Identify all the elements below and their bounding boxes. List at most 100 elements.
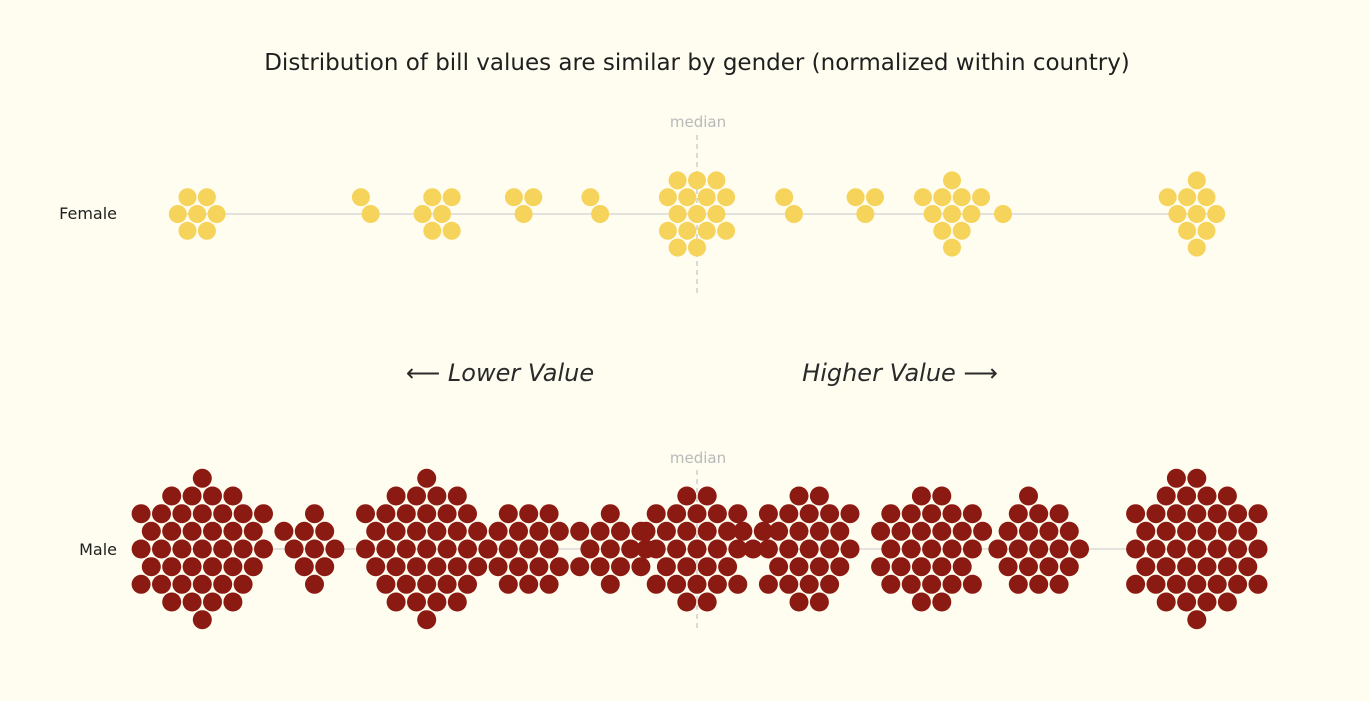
male-dot-0-38 [192,610,212,630]
male-dot-11-36 [1248,539,1268,559]
male-dot-2-23 [376,504,396,524]
female-dot-7-0 [856,205,875,223]
male-dot-8-5 [779,539,799,559]
male-dot-0-2 [203,521,222,541]
male-dot-6-24 [728,504,748,524]
female-dot-5-14 [707,171,726,190]
male-dot-0-7 [192,504,212,524]
male-dot-0-36 [254,539,273,559]
male-dot-9-1 [911,521,931,541]
female-dot-10-7 [1187,171,1206,190]
male-dot-2-34 [447,592,467,612]
male-dot-10-7 [1029,504,1049,524]
female-dot-9-0 [994,205,1012,223]
male-dot-4-6 [621,539,641,559]
male-dot-3-3 [509,557,528,577]
male-dot-0-22 [203,592,222,612]
male-dot-9-29 [871,557,891,577]
female-dot-10-9 [1158,188,1177,207]
male-median-label: median [670,449,726,467]
male-dot-9-19 [911,486,931,506]
male-dots [131,468,1268,630]
male-dot-10-15 [1008,574,1028,594]
male-dot-3-12 [549,557,569,577]
male-dot-0-30 [243,557,263,577]
male-dot-8-4 [809,557,829,577]
female-dot-10-3 [1178,221,1197,240]
male-dot-0-41 [131,574,151,594]
male-dot-9-24 [962,504,982,524]
male-dot-8-19 [789,486,809,506]
male-dot-10-6 [1049,539,1069,559]
female-dot-0-5 [168,205,187,223]
male-dot-8-0 [799,539,819,559]
male-dot-6-15 [667,574,687,594]
male-dot-11-11 [1156,557,1176,577]
male-dot-3-8 [519,574,539,594]
male-dot-9-11 [891,557,911,577]
female-dot-5-9 [658,188,677,207]
male-dot-8-14 [820,504,840,524]
female-dot-8-6 [962,205,981,223]
female-dot-0-4 [197,221,216,240]
male-dot-3-0 [519,539,539,559]
male-dot-9-27 [871,521,891,541]
male-dot-9-7 [922,504,942,524]
male-dot-3-13 [498,504,518,524]
male-dot-8-18 [840,539,860,559]
male-dot-11-0 [1187,539,1207,559]
male-dot-6-22 [697,592,717,612]
male-dot-10-4 [1039,557,1059,577]
male-dot-11-22 [1197,592,1217,612]
female-dot-8-9 [913,188,932,207]
female-dot-10-1 [1178,188,1197,207]
male-dot-3-9 [488,521,508,541]
male-dot-2-9 [386,521,406,541]
male-dot-11-33 [1156,592,1176,612]
male-row-label: Male [79,540,117,559]
female-dot-7-2 [866,188,884,207]
male-dot-1-1 [294,521,314,541]
male-dot-4-8 [600,574,620,594]
male-dot-11-28 [1238,521,1258,541]
female-dot-2-0 [433,205,451,223]
male-dot-6-4 [697,557,717,577]
male-dot-11-7 [1187,504,1207,524]
male-dot-0-12 [223,557,243,577]
male-dot-11-1 [1177,521,1197,541]
male-dot-8-8 [799,574,819,594]
male-dot-0-27 [141,521,161,541]
male-dot-0-37 [192,468,212,488]
female-dot-5-12 [717,221,736,240]
male-dot-9-15 [901,574,921,594]
male-dot-11-5 [1166,539,1186,559]
male-dot-0-32 [223,486,243,506]
female-dot-7-1 [846,188,865,207]
male-dot-0-35 [131,539,151,559]
male-dot-11-20 [1197,486,1217,506]
male-dot-0-18 [233,539,253,559]
female-dot-3-0 [514,205,533,223]
female-dot-10-4 [1197,221,1216,240]
male-dot-3-11 [488,557,508,577]
male-dot-11-2 [1197,521,1217,541]
male-dot-8-9 [769,521,789,541]
male-dot-3-17 [478,539,498,559]
female-dot-3-2 [524,188,543,207]
male-dot-3-1 [509,521,528,541]
male-dot-9-3 [911,557,931,577]
male-dot-6-12 [718,557,738,577]
male-dot-4-2 [611,521,630,541]
male-dot-11-18 [1228,539,1248,559]
male-dot-2-28 [468,521,488,541]
male-dot-1-6 [325,539,345,559]
male-dot-0-34 [223,592,243,612]
male-dot-9-6 [942,539,962,559]
male-dot-8-2 [809,521,829,541]
male-dot-2-2 [427,521,447,541]
male-dot-0-29 [141,557,161,577]
male-dot-0-10 [223,521,243,541]
male-dot-6-23 [646,504,666,524]
male-dot-0-21 [182,592,202,612]
